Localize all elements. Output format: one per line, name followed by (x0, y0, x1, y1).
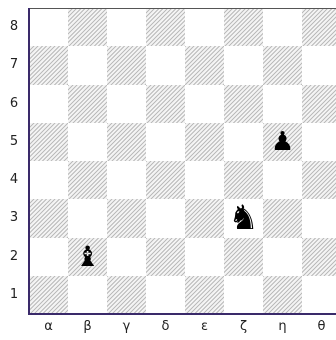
square-γ1[interactable] (107, 275, 146, 315)
square-ζ8[interactable] (224, 8, 263, 47)
file-label: γ (122, 319, 131, 334)
square-α7[interactable] (29, 46, 68, 85)
rank-label: 7 (9, 57, 19, 73)
file-label: θ (317, 319, 326, 334)
square-ζ7[interactable] (224, 46, 263, 85)
square-θ5[interactable] (302, 122, 336, 162)
square-θ6[interactable] (302, 84, 336, 124)
square-ε4[interactable] (185, 161, 224, 200)
square-ζ5[interactable] (224, 122, 263, 162)
square-α5[interactable] (29, 122, 68, 162)
chess-board: ♟ ♞ ♝ (29, 8, 336, 315)
square-β3[interactable] (68, 199, 107, 238)
rank-label: 8 (9, 19, 19, 35)
square-γ6[interactable] (107, 84, 146, 124)
square-γ2[interactable] (107, 237, 146, 277)
square-γ7[interactable] (107, 46, 146, 85)
file-label: β (83, 319, 92, 334)
square-δ5[interactable] (146, 122, 185, 162)
square-ζ4[interactable] (224, 161, 263, 200)
square-η1[interactable] (263, 275, 302, 315)
square-β6[interactable] (68, 84, 107, 124)
black-pawn-piece[interactable]: ♟ (270, 126, 295, 157)
square-α2[interactable] (29, 237, 68, 277)
square-γ4[interactable] (107, 161, 146, 200)
square-β1[interactable] (68, 275, 107, 315)
square-β4[interactable] (68, 161, 107, 200)
square-β2[interactable] (68, 237, 107, 277)
black-knight-piece[interactable]: ♞ (228, 198, 259, 239)
square-θ2[interactable] (302, 237, 336, 277)
square-θ3[interactable] (302, 199, 336, 238)
square-θ1[interactable] (302, 275, 336, 315)
rank-label: 6 (9, 95, 19, 111)
square-η6[interactable] (263, 84, 302, 124)
square-ζ3[interactable] (224, 199, 263, 238)
square-ε7[interactable] (185, 46, 224, 85)
black-bishop-piece[interactable]: ♝ (74, 239, 101, 273)
square-β8[interactable] (68, 8, 107, 47)
square-β5[interactable] (68, 122, 107, 162)
square-ε5[interactable] (185, 122, 224, 162)
square-η2[interactable] (263, 237, 302, 277)
square-ε3[interactable] (185, 199, 224, 238)
square-α6[interactable] (29, 84, 68, 124)
square-η8[interactable] (263, 8, 302, 47)
square-δ1[interactable] (146, 275, 185, 315)
square-γ5[interactable] (107, 122, 146, 162)
square-η7[interactable] (263, 46, 302, 85)
square-δ3[interactable] (146, 199, 185, 238)
square-δ8[interactable] (146, 8, 185, 47)
square-ζ1[interactable] (224, 275, 263, 315)
file-label: ε (200, 319, 209, 334)
square-ε1[interactable] (185, 275, 224, 315)
file-label: ζ (239, 319, 248, 334)
square-ε6[interactable] (185, 84, 224, 124)
rank-label: 5 (9, 133, 19, 149)
square-η5[interactable] (263, 122, 302, 162)
rank-label: 2 (9, 248, 19, 264)
square-γ3[interactable] (107, 199, 146, 238)
square-β7[interactable] (68, 46, 107, 85)
file-label: α (44, 319, 53, 334)
square-θ8[interactable] (302, 8, 336, 47)
square-α4[interactable] (29, 161, 68, 200)
rank-label: 3 (9, 210, 19, 226)
square-δ7[interactable] (146, 46, 185, 85)
board-bottom-edge (28, 313, 336, 315)
rank-label: 1 (9, 286, 19, 302)
square-α8[interactable] (29, 8, 68, 47)
file-label: δ (161, 319, 170, 334)
square-ε8[interactable] (185, 8, 224, 47)
rank-label: 4 (9, 172, 19, 188)
square-θ7[interactable] (302, 46, 336, 85)
board-left-edge (28, 8, 30, 314)
square-η3[interactable] (263, 199, 302, 238)
board-top-edge (28, 8, 336, 9)
square-ε2[interactable] (185, 237, 224, 277)
square-δ4[interactable] (146, 161, 185, 200)
square-ζ2[interactable] (224, 237, 263, 277)
square-δ6[interactable] (146, 84, 185, 124)
square-θ4[interactable] (302, 161, 336, 200)
square-η4[interactable] (263, 161, 302, 200)
file-label: η (278, 319, 287, 334)
square-α1[interactable] (29, 275, 68, 315)
square-δ2[interactable] (146, 237, 185, 277)
square-α3[interactable] (29, 199, 68, 238)
square-γ8[interactable] (107, 8, 146, 47)
square-ζ6[interactable] (224, 84, 263, 124)
